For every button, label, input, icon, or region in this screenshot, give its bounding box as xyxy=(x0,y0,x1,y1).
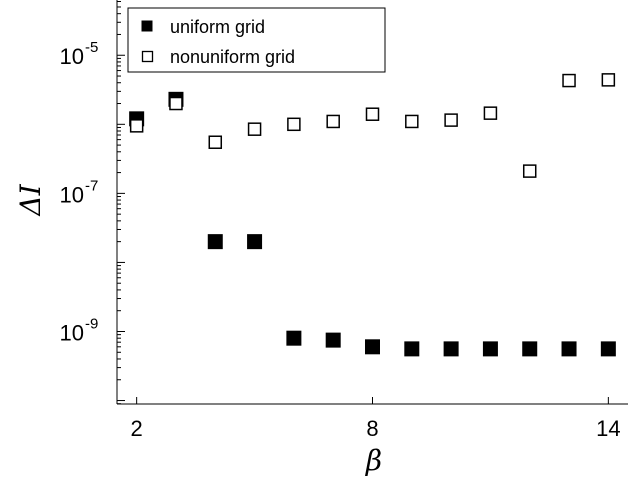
y-axis-label: ΔI xyxy=(14,183,47,216)
nonuniform-grid-point xyxy=(208,135,223,149)
legend: uniform grid nonuniform grid xyxy=(127,7,386,73)
uniform-grid-point xyxy=(600,341,616,357)
legend-marker-uniform xyxy=(141,20,153,32)
ticks: 10 -510 -710 -92 8 14 xyxy=(60,1,621,441)
y-tick-label: 10 xyxy=(60,320,84,345)
uniform-grid-point xyxy=(247,234,263,250)
uniform-grid-point xyxy=(561,341,577,357)
y-tick-label: 10 xyxy=(60,44,84,69)
nonuniform-grid-point xyxy=(287,117,301,132)
nonuniform-grid-point xyxy=(169,96,183,111)
legend-marker-nonuniform xyxy=(141,50,154,63)
x-tick-label: 14 xyxy=(596,416,620,441)
uniform-grid-point xyxy=(207,234,223,250)
y-tick-exponent: -5 xyxy=(85,39,98,56)
nonuniform-grid-point xyxy=(483,106,498,120)
nonuniform-grid-point xyxy=(444,113,458,127)
nonuniform-grid-point xyxy=(129,119,144,133)
uniform-grid-point xyxy=(443,341,459,357)
data-marks xyxy=(129,73,616,357)
y-tick-exponent: -7 xyxy=(85,177,98,194)
legend-label-uniform: uniform grid xyxy=(170,17,265,37)
nonuniform-grid-point xyxy=(247,122,262,136)
nonuniform-grid-point xyxy=(405,114,419,129)
x-axis-label: β xyxy=(365,444,382,477)
uniform-grid-point xyxy=(325,332,341,348)
legend-label-nonuniform: nonuniform grid xyxy=(170,47,295,67)
uniform-grid-point xyxy=(404,341,420,357)
uniform-grid-point xyxy=(286,330,302,346)
nonuniform-grid-point xyxy=(522,164,537,178)
legend-box xyxy=(127,7,386,73)
nonuniform-grid-point xyxy=(601,73,616,87)
uniform-grid-point xyxy=(482,341,498,357)
y-tick-label: 10 xyxy=(60,182,84,207)
nonuniform-grid-point xyxy=(365,107,380,121)
y-tick-exponent: -9 xyxy=(85,315,98,332)
nonuniform-grid-point xyxy=(326,114,340,129)
nonuniform-grid-point xyxy=(562,73,576,88)
uniform-grid-point xyxy=(522,341,538,357)
x-tick-label: 8 xyxy=(366,416,378,441)
uniform-grid-point xyxy=(365,339,380,355)
x-tick-label: 2 xyxy=(131,416,143,441)
